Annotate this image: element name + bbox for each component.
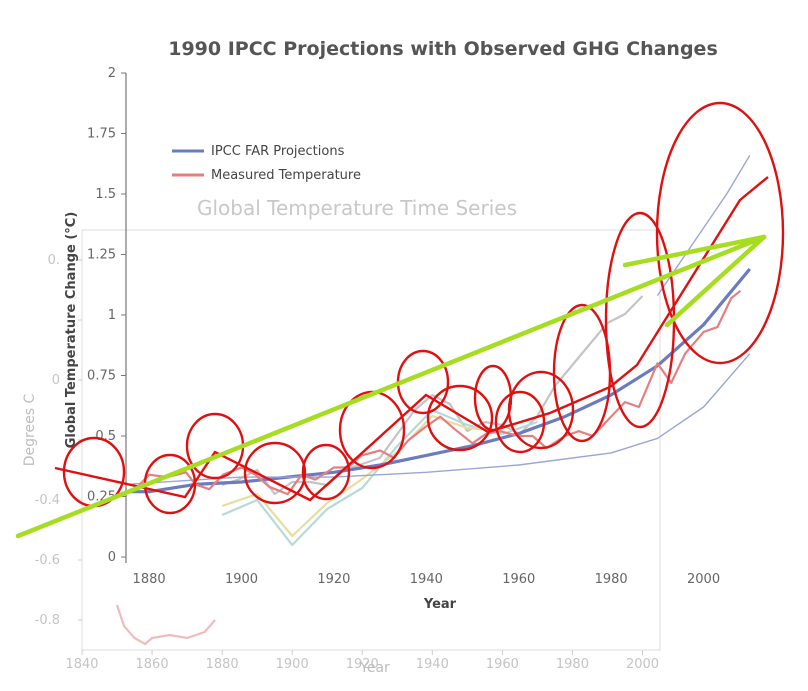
ipcc-projection-line: [126, 267, 752, 494]
background-chart-title: Global Temperature Time Series: [197, 196, 517, 220]
green-arrow-shaft: [15, 234, 767, 539]
background-series-line: [221, 295, 644, 496]
ipcc-projection-line: [125, 353, 751, 486]
y-tick-label: 1.75: [87, 127, 116, 142]
measured-temperature-line: [134, 289, 742, 496]
background-series-line: [221, 414, 503, 538]
annotation-ellipse: [507, 370, 575, 450]
background-y-tick-label: -0.8: [35, 613, 60, 628]
background-x-tick-label: 1920: [346, 657, 379, 672]
y-tick-label: 1.5: [95, 187, 116, 202]
green-arrow-head-upper: [622, 234, 767, 268]
background-x-tick-label: 2000: [626, 657, 659, 672]
y-tick-label: 2: [108, 66, 116, 81]
background-ticks: 1840 1860 1880 1900 1920 1940 1960 1980 2000 -0.8…: [35, 253, 659, 672]
x-tick-label: 1900: [225, 572, 258, 587]
background-y-tick-label: 0.: [48, 253, 60, 268]
annotation-ellipse: [655, 101, 785, 365]
x-tick-label: 1960: [502, 572, 535, 587]
background-x-tick-label: 1840: [65, 657, 98, 672]
annotation-trend-line: [54, 176, 769, 502]
y-tick-label: 1.25: [87, 248, 116, 263]
annotation-ellipse: [243, 441, 307, 505]
background-x-axis-label: Year: [359, 660, 390, 676]
background-y-tick-label: 0: [52, 373, 60, 388]
x-axis-label: Year: [423, 597, 457, 612]
x-tick-label: 1920: [317, 572, 350, 587]
background-x-tick-label: 1900: [276, 657, 309, 672]
green-arrow-annotation: [15, 234, 767, 539]
legend-label-measured: Measured Temperature: [211, 168, 361, 183]
annotation-ellipse: [552, 303, 612, 443]
background-y-tick-label: -0.6: [35, 553, 60, 568]
red-annotations: [54, 101, 785, 515]
legend: IPCC FAR Projections Measured Temperatur…: [172, 144, 361, 183]
x-tick-label: 2000: [687, 572, 720, 587]
background-x-tick-label: 1980: [556, 657, 589, 672]
background-y-axis-label: Degrees C: [22, 394, 38, 467]
y-tick-label: 0.75: [87, 369, 116, 384]
y-axis-label: Global Temperature Change (°C): [64, 212, 79, 449]
annotation-ellipse: [185, 412, 245, 480]
background-x-tick-label: 1940: [416, 657, 449, 672]
annotation-ellipse: [494, 390, 546, 454]
background-x-tick-label: 1960: [486, 657, 519, 672]
annotation-ellipse: [301, 443, 351, 501]
background-plot-frame: [81, 229, 661, 651]
background-chart: 1840 1860 1880 1900 1920 1940 1960 1980 2000 -0.8…: [22, 196, 661, 676]
background-y-tick-label: -0.4: [35, 493, 60, 508]
background-x-tick-label: 1880: [206, 657, 239, 672]
background-x-tick-label: 1860: [136, 657, 169, 672]
background-series-line: [115, 604, 216, 646]
y-tick-label: 1: [108, 308, 116, 323]
x-tick-label: 1980: [595, 572, 628, 587]
x-tick-label: 1880: [133, 572, 166, 587]
green-arrow-head-lower: [664, 234, 767, 328]
legend-label-ipcc: IPCC FAR Projections: [211, 144, 345, 159]
y-tick-label: 0.5: [95, 429, 116, 444]
x-tick-label: 1940: [410, 572, 443, 587]
y-tick-label: 0: [108, 550, 116, 565]
chart-title: 1990 IPCC Projections with Observed GHG …: [168, 38, 718, 60]
annotation-ellipse: [426, 384, 494, 452]
